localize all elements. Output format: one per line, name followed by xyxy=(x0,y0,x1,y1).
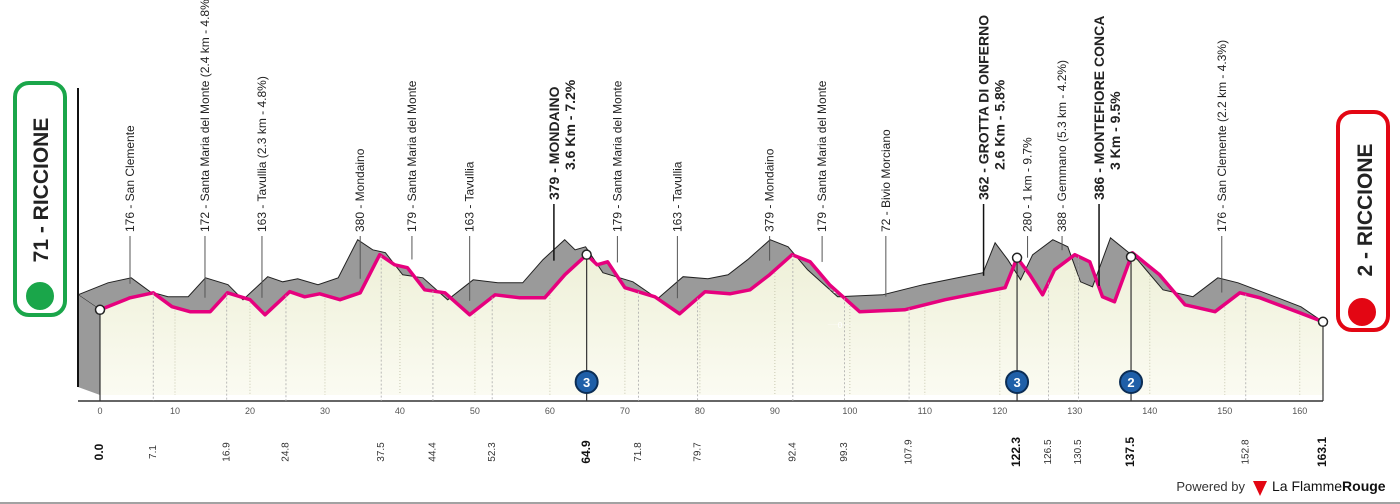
climb-dot xyxy=(1125,251,1137,263)
x-tick-label: 140 xyxy=(1142,406,1157,416)
brand-part: Rouge xyxy=(1342,478,1386,494)
waypoint-label: 280 - 1 km - 9.7% xyxy=(1021,137,1035,232)
distance-label: 92.4 xyxy=(787,442,798,462)
climb-badge xyxy=(574,370,599,394)
start-banner xyxy=(13,81,67,317)
profile-layer: 0 10 20 30 40 50 60 70 80 90 100 110 120 130 140 150 160… xyxy=(76,0,1329,467)
x-tick-label: 90 xyxy=(770,406,780,416)
x-tick-label: 0 xyxy=(97,406,102,416)
waypoint-label: 388 - Gemmano (5.3 km - 4.2%) xyxy=(1055,60,1069,232)
y-tick-label: 200 xyxy=(833,286,847,295)
distance-label: 79.7 xyxy=(692,442,703,462)
distance-label: 37.5 xyxy=(376,442,387,462)
climb-badge xyxy=(1119,370,1144,394)
start-label: 71 - RICCIONE xyxy=(30,118,53,263)
finish-label: 2 - RICCIONE xyxy=(1354,143,1377,276)
profile-dot xyxy=(1317,316,1329,328)
x-tick-label: 80 xyxy=(695,406,705,416)
finish-icon xyxy=(1346,296,1378,328)
distance-label: 64.9 xyxy=(579,440,593,464)
x-tick-label: 130 xyxy=(1067,406,1082,416)
waypoint-label: 176 - San Clemente (2.2 km - 4.3%) xyxy=(1215,40,1229,232)
distance-label: 0.0 xyxy=(92,443,106,460)
distance-label: 71.8 xyxy=(633,442,644,462)
waypoint-label: 179 - Santa Maria del Monte xyxy=(405,80,419,232)
distance-label: 163.1 xyxy=(1315,437,1329,467)
waypoint-label: 163 - Tavullia xyxy=(670,161,684,232)
distance-label: 130.5 xyxy=(1073,439,1084,464)
waypoint-label: 72 - Bivio Morciano xyxy=(879,129,893,232)
x-tick-label: 30 xyxy=(320,406,330,416)
brand-logo xyxy=(1253,481,1267,496)
climb-category: 3 xyxy=(1013,375,1020,390)
climb-badge xyxy=(1005,370,1030,394)
distance-label: 137.5 xyxy=(1123,437,1137,467)
brand-part: La Flamme xyxy=(1272,478,1342,494)
waypoint-label: 379 - MONDAINO xyxy=(546,86,562,200)
climb-dot xyxy=(1011,252,1023,264)
x-tick-label: 60 xyxy=(545,406,555,416)
waypoint-label: 380 - Mondaino xyxy=(353,148,367,232)
x-tick-label: 50 xyxy=(470,406,480,416)
distance-label: 24.8 xyxy=(281,442,292,462)
x-tick-label: 150 xyxy=(1217,406,1232,416)
waypoint-detail: 2.6 Km - 5.8% xyxy=(992,79,1008,170)
waypoint-label: 163 - Tavullia xyxy=(463,161,477,232)
waypoint-label: 179 - Santa Maria del Monte xyxy=(815,80,829,232)
start-icon xyxy=(24,280,56,312)
waypoint-label: 379 - Mondaino xyxy=(763,148,777,232)
climb-category: 2 xyxy=(1127,375,1134,390)
x-tick-label: 120 xyxy=(992,406,1007,416)
x-tick-label: 20 xyxy=(245,406,255,416)
x-tick-label: 70 xyxy=(620,406,630,416)
powered-by: Powered by xyxy=(1176,479,1245,494)
distance-label: 122.3 xyxy=(1009,437,1023,467)
waypoint-label: 163 - Tavullia (2.3 km - 4.8%) xyxy=(255,76,269,232)
climb-dot xyxy=(581,249,592,260)
waypoint-detail: 3.6 Km - 7.2% xyxy=(562,79,578,170)
profile-line xyxy=(99,251,1324,324)
waypoint-label: 362 - GROTTA DI ONFERNO xyxy=(976,15,992,200)
waypoint-label: 172 - Santa Maria del Monte (2.4 km - 4.… xyxy=(198,0,212,232)
climb-category: 3 xyxy=(583,375,590,390)
finish-banner xyxy=(1336,110,1390,332)
waypoint-detail: 3 Km - 9.5% xyxy=(1107,91,1123,170)
distance-label: 152.8 xyxy=(1240,439,1251,464)
brand-name: La FlammeRouge xyxy=(1272,478,1386,494)
y-tick-label: 0 xyxy=(838,321,843,330)
x-tick-label: 10 xyxy=(170,406,180,416)
x-tick-label: 110 xyxy=(918,406,932,416)
distance-label: 107.9 xyxy=(904,439,915,464)
waypoint-label: 176 - San Clemente xyxy=(123,125,137,232)
waypoint-label: 386 - MONTEFIORE CONCA xyxy=(1091,16,1107,200)
distance-label: 7.1 xyxy=(148,445,159,459)
x-tick-label: 40 xyxy=(395,406,405,416)
distance-label: 126.5 xyxy=(1043,439,1054,464)
distance-label: 44.4 xyxy=(428,442,439,462)
profile-dot xyxy=(94,304,106,316)
terrain-wall xyxy=(78,294,100,395)
distance-label: 52.3 xyxy=(487,442,498,462)
x-tick-label: 160 xyxy=(1292,406,1307,416)
distance-label: 16.9 xyxy=(221,442,232,462)
waypoint-label: 179 - Santa Maria del Monte xyxy=(610,80,624,232)
distance-label: 99.3 xyxy=(839,442,850,462)
x-tick-label: 100 xyxy=(842,406,857,416)
